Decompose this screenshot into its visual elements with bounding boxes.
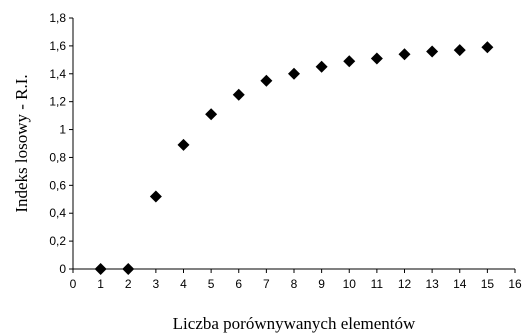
x-tick-label: 3 (153, 277, 160, 291)
data-point-diamond (177, 138, 190, 151)
x-tick-label: 15 (481, 277, 495, 291)
y-tick-label: 0,6 (49, 178, 66, 192)
x-tick-label: 8 (291, 277, 298, 291)
x-axis-title: Liczba porównywanych elementów (173, 314, 416, 333)
x-tick-label: 4 (180, 277, 187, 291)
y-tick-label: 0 (59, 262, 66, 276)
y-tick-label: 1 (59, 123, 66, 137)
y-tick-label: 1,4 (49, 67, 66, 81)
x-tick-label: 6 (235, 277, 242, 291)
y-tick-label: 1,8 (49, 11, 66, 25)
x-tick-label: 2 (125, 277, 132, 291)
y-tick-label: 0,4 (49, 206, 66, 220)
data-point-diamond (426, 45, 439, 58)
data-points (94, 41, 494, 275)
data-point-diamond (398, 48, 411, 61)
x-tick-label: 12 (398, 277, 412, 291)
x-tick-label: 9 (318, 277, 325, 291)
data-point-diamond (122, 263, 135, 275)
data-point-diamond (453, 44, 466, 57)
data-point-diamond (370, 52, 383, 65)
data-point-diamond (94, 263, 107, 275)
data-point-diamond (315, 60, 328, 73)
data-point-diamond (260, 74, 273, 87)
x-tick-label: 11 (371, 277, 384, 291)
y-tick-label: 1,2 (49, 95, 66, 109)
data-point-diamond (149, 190, 162, 203)
x-tick-label: 7 (263, 277, 270, 291)
x-tick-label: 1 (97, 277, 104, 291)
data-point-diamond (232, 88, 245, 101)
x-tick-label: 13 (425, 277, 439, 291)
data-point-diamond (205, 108, 218, 121)
y-axis-ticks: 0 0,2 0,4 0,6 0,8 1 1,2 1,4 1,6 1,8 (49, 11, 73, 276)
y-tick-label: 1,6 (49, 39, 66, 53)
data-point-diamond (343, 55, 356, 68)
y-tick-label: 0,8 (49, 150, 66, 164)
x-tick-label: 10 (343, 277, 357, 291)
data-point-diamond (288, 67, 300, 80)
y-axis-title: Indeks losowy - R.I. (12, 74, 31, 212)
x-tick-label: 14 (453, 277, 467, 291)
x-tick-label: 16 (508, 277, 522, 291)
data-point-diamond (481, 41, 494, 54)
x-tick-label: 0 (70, 277, 77, 291)
x-tick-label: 5 (208, 277, 215, 291)
x-axis-ticks: 0 1 2 3 4 5 6 7 8 9 10 11 12 13 14 15 16 (70, 269, 522, 291)
y-tick-label: 0,2 (49, 234, 66, 248)
